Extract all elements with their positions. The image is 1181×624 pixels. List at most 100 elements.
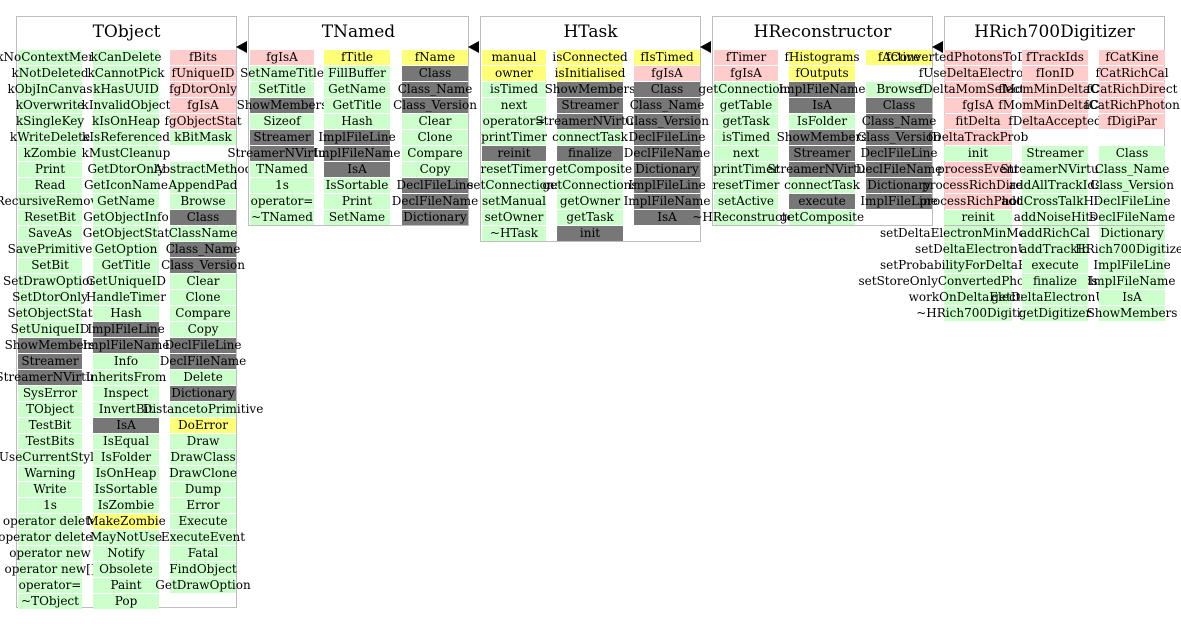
member-makezombie: MakeZombie <box>86 514 166 529</box>
member-tnamed: ~TNamed <box>250 210 314 225</box>
member-label: SetDtorOnly <box>12 290 88 304</box>
member-maynotuse: MayNotUse <box>90 530 162 545</box>
member-isinitialised: isInitialised <box>555 66 625 81</box>
member-fcatkine: fCatKine <box>1099 50 1165 65</box>
member-label: ImplFileName <box>82 338 170 352</box>
member-label: IsFolder <box>796 114 848 128</box>
member-processrichdirect: processRichDirect <box>922 178 1034 193</box>
member-label: SaveAs <box>27 226 73 240</box>
member-class-version: Class_Version <box>161 258 245 273</box>
member-label: fDeltaAccepted <box>1008 114 1102 128</box>
member-clear: Clear <box>170 274 236 289</box>
member-kisonheap: kIsOnHeap <box>92 114 160 129</box>
member-label: Clear <box>418 114 452 128</box>
member-label: ImplFileName <box>623 194 711 208</box>
member-label: ClassName <box>168 226 238 240</box>
member-gettitle: GetTitle <box>93 258 159 273</box>
member-label: Class_Version <box>857 130 941 144</box>
member-label: Draw <box>186 434 220 448</box>
member-fatal: Fatal <box>170 546 236 561</box>
member-fgisa: fgIsA <box>944 98 1012 113</box>
member-label: Dictionary <box>171 386 235 400</box>
member-label: Class_Name <box>165 242 241 256</box>
member-factive: fActive <box>866 50 932 65</box>
member-label: ShowMembers <box>1086 306 1178 320</box>
member-istimed: isTimed <box>714 130 778 145</box>
member-streamer: Streamer <box>18 354 82 369</box>
member-class: Class <box>402 66 468 81</box>
member-label: Class_Version <box>625 114 709 128</box>
member-label: DeclFileLine <box>164 338 242 352</box>
member-label: TObject <box>26 402 74 416</box>
member-label: getDigitizer <box>1018 306 1092 320</box>
member-label: ~HRich700Digitizer <box>916 306 1040 320</box>
member-syserror: SysError <box>18 386 82 401</box>
member-inspect: Inspect <box>93 386 159 401</box>
member-label: kBitMask <box>174 130 232 144</box>
member-label: printTimer <box>481 130 547 144</box>
member-ftrackids: fTrackIds <box>1022 50 1088 65</box>
member-label: fTitle <box>340 50 374 64</box>
member-label: kWriteDelete <box>9 130 91 144</box>
member-label: fDeltaTrackProb <box>927 130 1029 144</box>
member-label: getComposite <box>547 162 633 176</box>
member-label: fCatRichDirect <box>1086 82 1178 96</box>
member-getuniqueid: GetUniqueID <box>86 274 166 289</box>
member-processrichphoton: processRichPhoton <box>920 194 1036 209</box>
member-printtimer: printTimer <box>713 162 779 177</box>
member-label: processEvent <box>937 162 1019 176</box>
class-title: HTask <box>563 22 618 42</box>
member-label: owner <box>494 66 534 80</box>
member-tnamed: TNamed <box>250 162 314 177</box>
member-class-name: Class_Name <box>1095 162 1169 177</box>
member-label: kSingleKey <box>15 114 85 128</box>
member-fgobjectstat: fgObjectStat <box>164 114 242 129</box>
member-label: Write <box>33 482 67 496</box>
member-label: resetTimer <box>712 178 780 192</box>
member-abstractmethod: AbstractMethod <box>154 162 252 177</box>
member-isa: IsA <box>634 210 700 225</box>
member-invertbit: InvertBit <box>93 402 159 417</box>
member-clone: Clone <box>170 290 236 305</box>
member-getdtoronly: GetDtorOnly <box>87 162 165 177</box>
member-label: ImplFileLine <box>87 322 165 336</box>
member-label: Clear <box>186 274 220 288</box>
member-label: kOverwrite <box>15 98 85 112</box>
member-getconnections: getConnections <box>542 178 638 193</box>
member-label: InvertBit <box>98 402 154 416</box>
member-label: operator= <box>482 114 546 128</box>
member-label: connectTask <box>784 178 860 192</box>
member-showmembers: ShowMembers <box>777 130 867 145</box>
member-clear: Clear <box>402 114 468 129</box>
member-dictionary: Dictionary <box>170 386 236 401</box>
member-clone: Clone <box>402 130 468 145</box>
member-fionid: fIonID <box>1022 66 1088 81</box>
member-label: execute <box>1031 258 1079 272</box>
class-title: TObject <box>92 22 161 42</box>
member-label: DeclFileName <box>855 162 943 176</box>
member-label: Copy <box>187 322 219 336</box>
member-label: workOnDeltaElectrons <box>908 290 1048 304</box>
member-isa: IsA <box>93 418 159 433</box>
member-isconnected: isConnected <box>552 50 628 65</box>
member-label: StreamerNVirtual <box>1000 162 1110 176</box>
member-label: fActive <box>877 50 921 64</box>
member-declfileline: DeclFileLine <box>164 338 242 353</box>
member-printtimer: printTimer <box>481 130 547 145</box>
member-label: SavePrimitive <box>7 242 93 256</box>
member-label: Obsolete <box>99 562 153 576</box>
member-streamer: Streamer <box>1022 146 1088 161</box>
member-getowner: getOwner <box>557 194 623 209</box>
member-saveprimitive: SavePrimitive <box>8 242 92 257</box>
member-execute: execute <box>1022 258 1088 273</box>
member-label: kCanDelete <box>90 50 162 64</box>
member-foutputs: fOutputs <box>789 66 855 81</box>
member-streamer: Streamer <box>789 146 855 161</box>
member-label: DoError <box>177 418 229 432</box>
member-manual: manual <box>482 50 546 65</box>
member-doerror: DoError <box>170 418 236 433</box>
member-reinit: reinit <box>944 210 1012 225</box>
member-label: IsA <box>116 418 136 432</box>
member-label: GetObjectInfo <box>83 210 169 224</box>
member-streamernvirtual: StreamerNVirtual <box>767 162 877 177</box>
